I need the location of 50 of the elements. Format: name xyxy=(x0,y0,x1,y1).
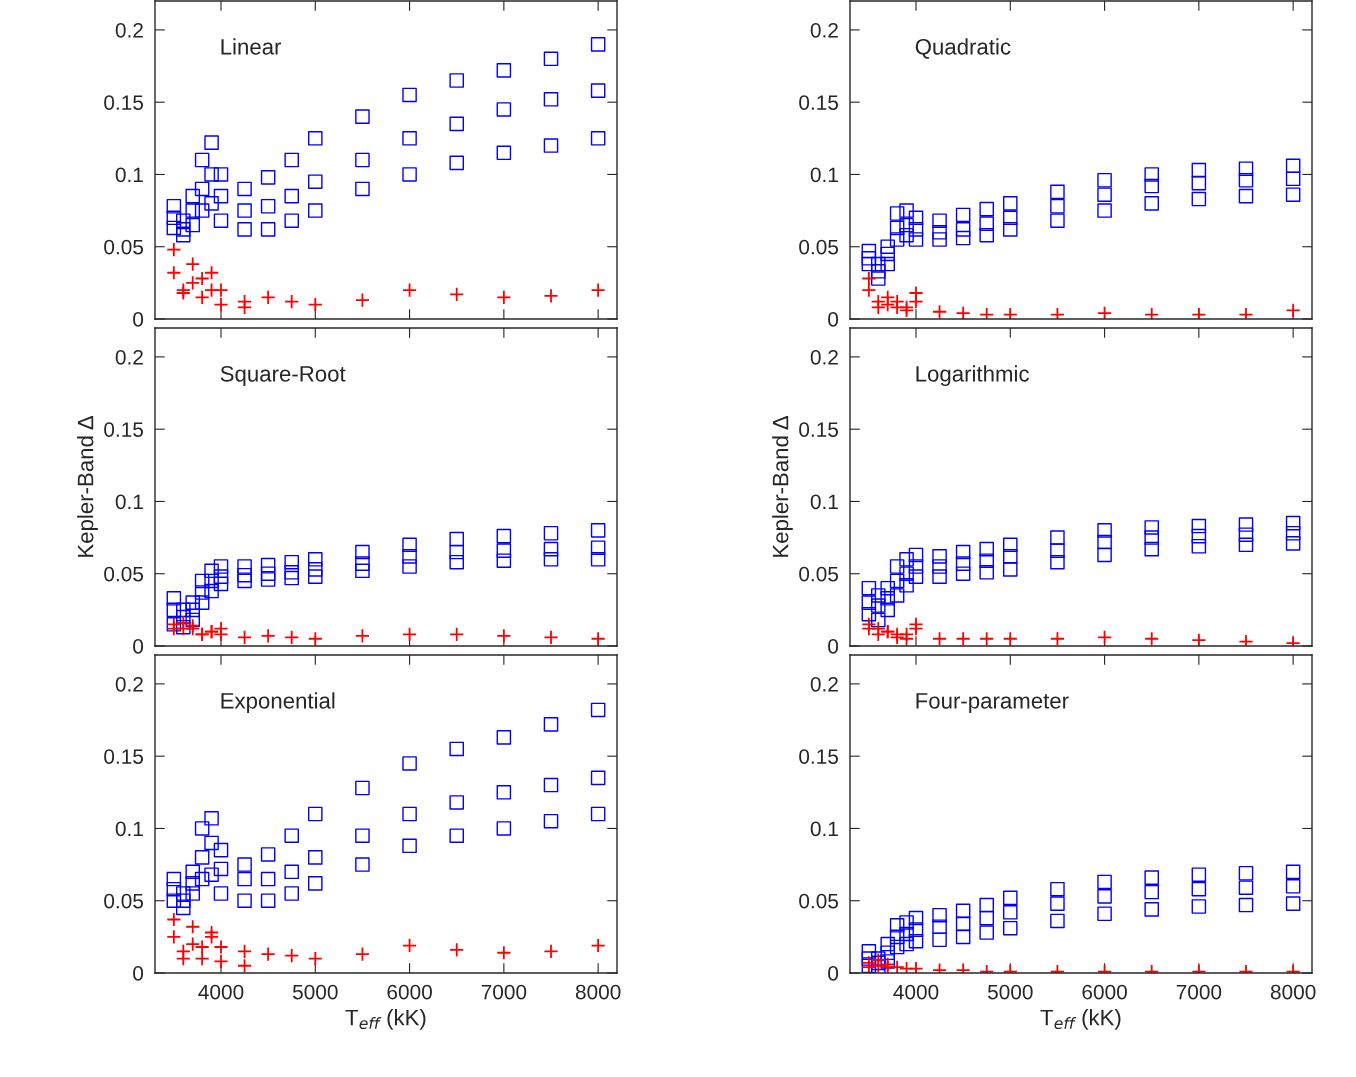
y-tick-label: 0.15 xyxy=(799,422,839,437)
text: Logarithmic xyxy=(916,365,1029,387)
y-tick-label: 0.2 xyxy=(810,676,838,692)
x-axis-title: T$_{eff}$ (kK) xyxy=(345,1009,426,1030)
x-tick-label: 7000 xyxy=(1176,984,1222,1000)
x-tick-label: 6000 xyxy=(1082,984,1127,1000)
y-tick-label: 0.15 xyxy=(799,749,839,764)
x-tick-label: 8000 xyxy=(1270,984,1316,1000)
x-tick-label: 7000 xyxy=(481,984,527,1000)
y-tick-label: 0.05 xyxy=(799,239,839,255)
y-tick-label: 0.05 xyxy=(799,566,839,582)
x-tick-label: 5000 xyxy=(292,984,338,1000)
x-tick-label: 4000 xyxy=(893,984,939,1000)
y-tick-label: 0.15 xyxy=(104,749,144,764)
x-axis-title: T$_{eff}$ (kK) xyxy=(1040,1009,1121,1030)
x-tick-label: 5000 xyxy=(987,984,1033,1000)
y-tick-label: 0.1 xyxy=(810,821,838,837)
y-tick-label: 0.1 xyxy=(115,167,143,183)
y-tick-label: 0.05 xyxy=(104,893,144,909)
y-tick-label: 0.15 xyxy=(104,95,144,110)
y-tick-label: 0.2 xyxy=(115,22,143,38)
y-tick-label: 0.2 xyxy=(115,349,143,365)
y-tick-label: 0.15 xyxy=(799,95,839,110)
y-tick-label: 0.15 xyxy=(104,422,144,437)
x-tick-label: 8000 xyxy=(575,984,621,1000)
y-tick-label: 0.05 xyxy=(104,566,144,582)
text: Quadratic xyxy=(915,38,1011,59)
x-tick-label: 6000 xyxy=(387,984,432,1000)
y-tick-label: 0.05 xyxy=(104,239,144,255)
y-tick-label: 0 xyxy=(133,639,144,654)
y-tick-label: 0.2 xyxy=(810,22,838,38)
y-tick-label: 0.1 xyxy=(115,821,143,837)
y-tick-label: 0.1 xyxy=(115,494,143,510)
y-tick-label: 0 xyxy=(133,312,144,327)
y-tick-label: 0 xyxy=(828,312,839,327)
text: Square-Root xyxy=(220,365,346,387)
text: Exponential xyxy=(221,692,335,714)
y-axis-title: Kepler-Band Δ xyxy=(772,416,793,557)
y-tick-label: 0.2 xyxy=(115,676,143,692)
y-tick-label: 0.2 xyxy=(810,349,838,365)
y-axis-title: Kepler-Band Δ xyxy=(77,416,98,557)
text: Linear xyxy=(221,38,282,55)
text: Four-parameter xyxy=(916,693,1069,714)
y-tick-label: 0 xyxy=(828,639,839,654)
y-tick-label: 0 xyxy=(133,966,144,981)
y-tick-label: 0 xyxy=(828,966,839,981)
y-tick-label: 0.1 xyxy=(810,494,838,510)
x-tick-label: 4000 xyxy=(198,984,244,1000)
y-tick-label: 0.1 xyxy=(810,167,838,183)
y-tick-label: 0.05 xyxy=(799,893,839,909)
